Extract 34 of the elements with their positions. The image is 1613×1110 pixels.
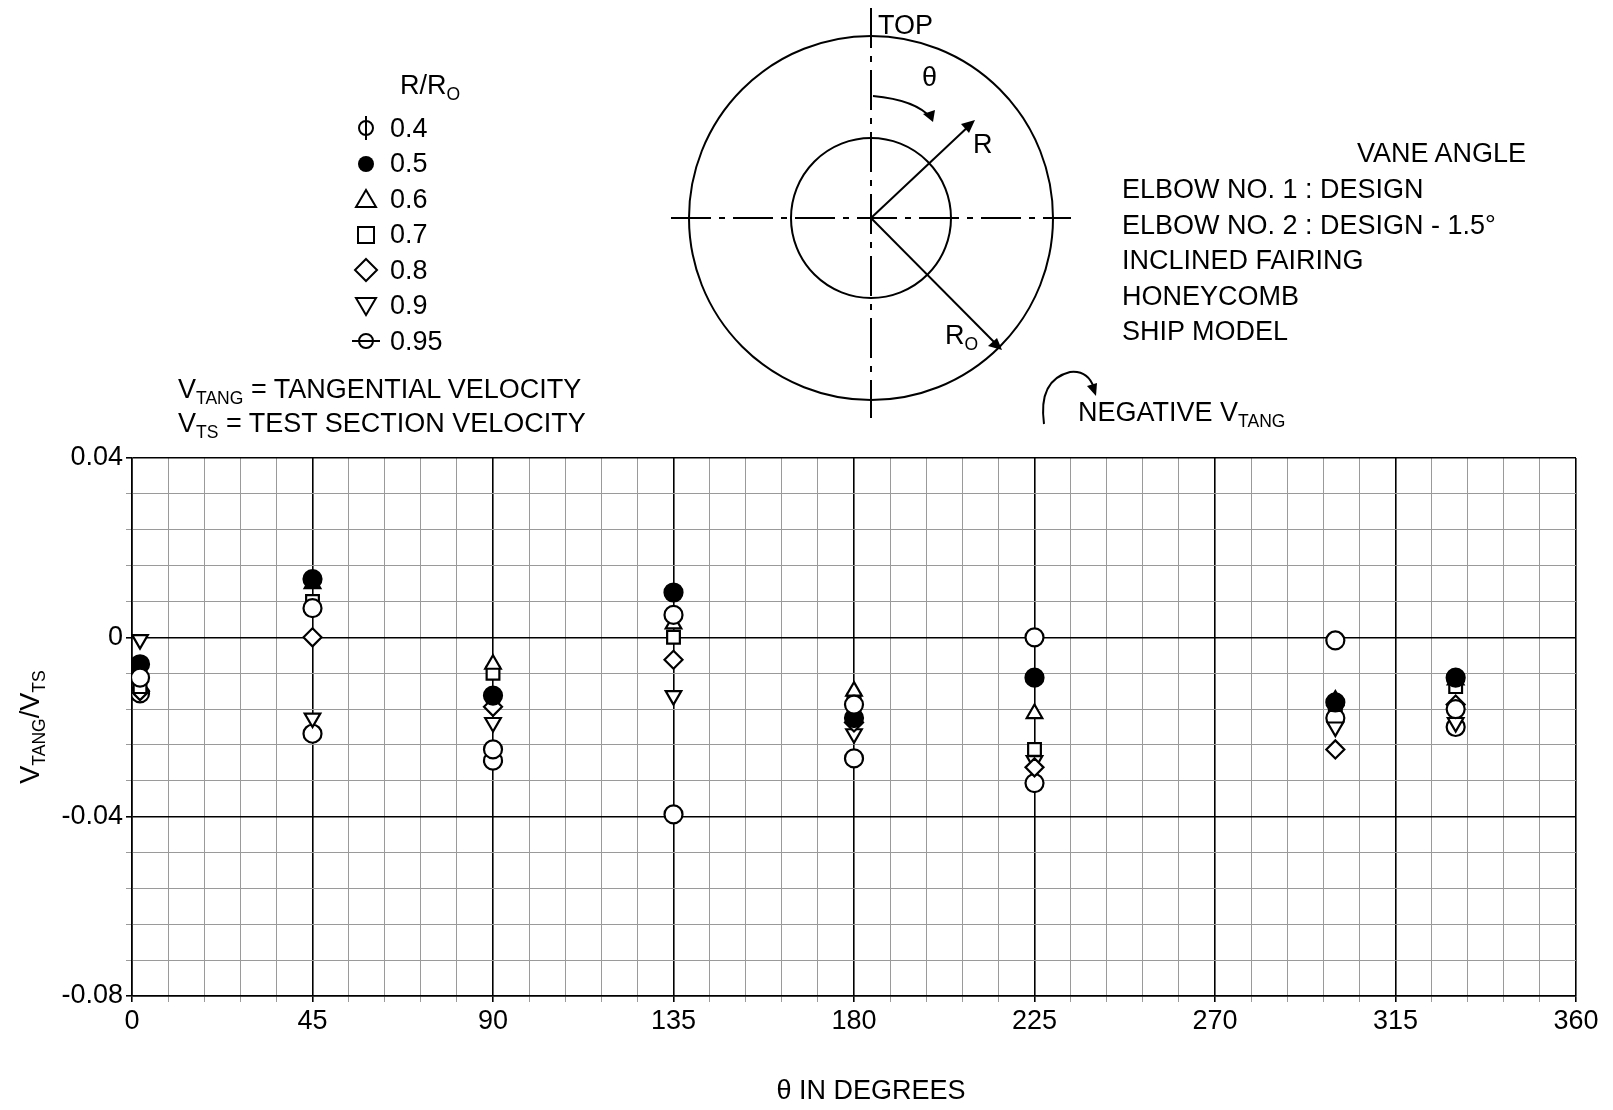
- x-tick-label: 315: [1372, 1004, 1419, 1035]
- text: NEGATIVE V$_{TANG}$: [1078, 397, 1286, 432]
- x-tick-label: 360: [1553, 1004, 1599, 1035]
- text: INCLINED FAIRING: [1122, 245, 1364, 275]
- legend-label: 0.5: [390, 148, 428, 178]
- legend-label: 0.4: [390, 112, 428, 143]
- x-tick-label: 225: [1011, 1004, 1058, 1035]
- text: R$_{O}$: [945, 320, 979, 355]
- x-tick-label: 45: [297, 1004, 328, 1035]
- text: HONEYCOMB: [1122, 280, 1300, 311]
- legend-label: 0.6: [390, 183, 428, 214]
- y-tick-label: 0: [107, 620, 123, 651]
- legend-label: 0.95: [390, 325, 443, 356]
- legend-label: 0.7: [390, 219, 428, 249]
- x-axis-title: θ IN DEGREES: [776, 1075, 966, 1105]
- x-tick-label: 90: [477, 1004, 509, 1035]
- legend-title: R/R$_{O}$: [400, 70, 461, 105]
- x-tick-label: 135: [650, 1004, 697, 1035]
- text: θ: [922, 62, 938, 92]
- text: R: [973, 129, 993, 159]
- text: ELBOW NO. 1 : DESIGN: [1122, 174, 1424, 204]
- y-tick-label: 0.04: [70, 441, 123, 472]
- x-tick-label: 270: [1192, 1004, 1238, 1035]
- y-tick-label: -0.04: [61, 800, 123, 831]
- legend-label: 0.8: [390, 254, 428, 285]
- text: TOP: [878, 10, 934, 40]
- legend-label: 0.9: [390, 290, 428, 320]
- text: V$_{TS}$ = TEST SECTION VELOCITY: [178, 408, 586, 443]
- text: SHIP MODEL: [1122, 316, 1289, 346]
- text: V$_{TANG}$ = TANGENTIAL VELOCITY: [178, 374, 582, 409]
- text: VANE ANGLE: [1357, 138, 1527, 168]
- y-tick-label: -0.08: [61, 979, 123, 1010]
- x-tick-label: 180: [831, 1004, 877, 1035]
- text: ELBOW NO. 2 : DESIGN - 1.5°: [1122, 209, 1496, 240]
